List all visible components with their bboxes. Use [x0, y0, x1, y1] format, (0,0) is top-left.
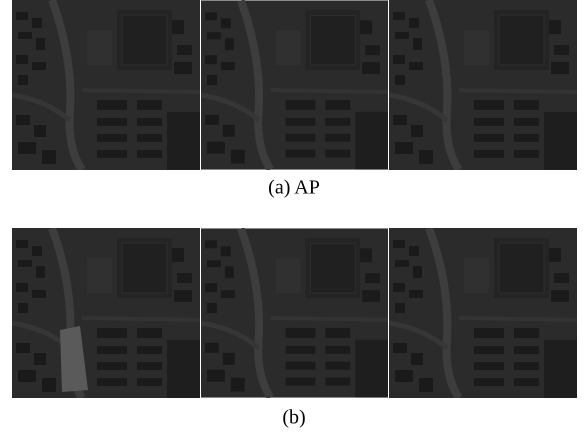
panel-row-b — [12, 228, 577, 398]
aerial-image — [12, 0, 200, 170]
aerial-image — [389, 0, 577, 170]
aerial-image — [201, 0, 388, 169]
aerial-image — [389, 228, 577, 398]
caption: (a) AP — [268, 177, 320, 199]
figure-canvas: (a) AP (b) — [0, 0, 587, 438]
panel-row-a — [12, 0, 577, 170]
caption: (b) — [282, 407, 305, 429]
figure: (a) AP (b) — [0, 0, 587, 438]
aerial-image — [12, 228, 200, 398]
aerial-image — [201, 228, 388, 397]
